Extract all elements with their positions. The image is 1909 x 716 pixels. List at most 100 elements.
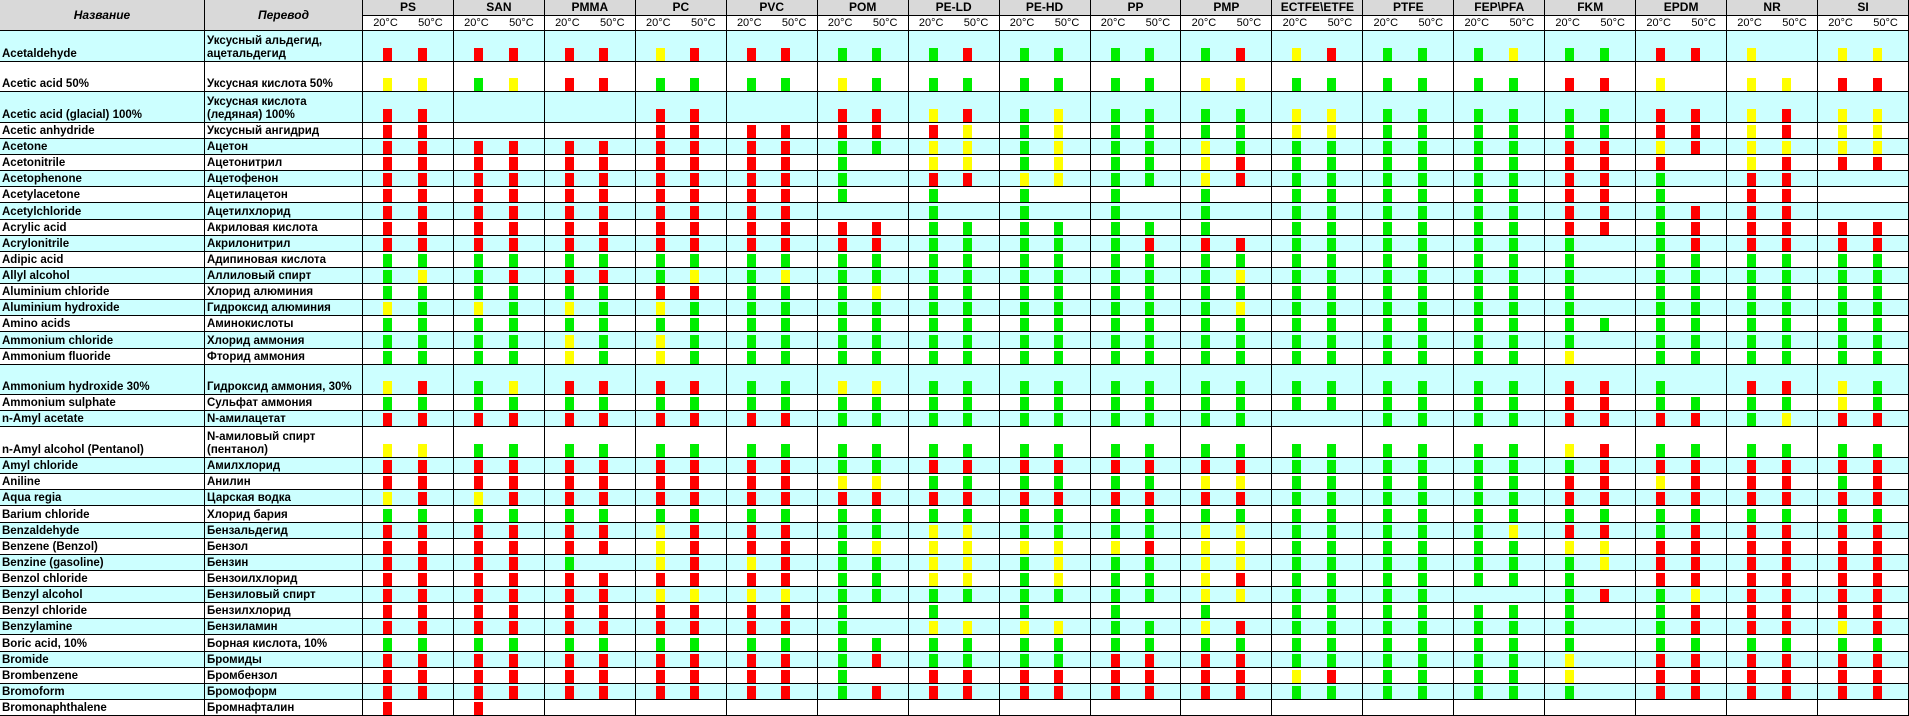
rating-cell [817,171,909,188]
rating-20c-marker [746,189,756,203]
rating-20c-marker [1838,653,1848,667]
rating-50c-marker [1236,237,1246,251]
rating-20c-marker [1656,124,1666,138]
rating-cell [1090,364,1182,396]
rating-cell [635,138,727,156]
rating-50c-marker [1417,492,1427,506]
rating-cell [1363,332,1455,349]
rating-20c-marker [1838,621,1848,635]
rating-50c-marker [1145,492,1155,506]
rating-20c-marker [564,589,574,603]
rating-50c-marker [781,47,791,61]
rating-20c-marker [746,141,756,155]
rating-50c-marker [781,334,791,348]
rating-50c-marker [1872,78,1882,92]
rating-20c-marker [928,381,938,395]
rating-50c-marker [417,556,427,570]
rating-50c-marker [1417,508,1427,522]
rating-cell [1090,554,1182,571]
rating-cell [453,458,545,475]
rating-20c-marker [383,540,392,554]
rating-50c-marker [1236,476,1246,490]
rating-20c-marker [1656,556,1666,570]
rating-50c-marker [1417,189,1427,203]
rating-20c-marker [1747,221,1757,235]
rating-50c-marker [1417,334,1427,348]
rating-cell [999,203,1091,220]
rating-50c-marker [690,253,700,267]
rating-20c-marker [1201,556,1211,570]
rating-20c-marker [1201,653,1211,667]
rating-50c-marker [1781,508,1791,522]
rating-20c-marker [473,701,483,715]
rating-cell [363,138,454,156]
rating-20c-marker [746,556,756,570]
rating-cell [817,427,909,459]
rating-cell [1272,635,1364,652]
rating-cell [544,667,636,684]
rating-20c-marker [1656,637,1666,651]
rating-cell [726,522,818,539]
rating-50c-marker [1417,685,1427,699]
rating-cell [1454,219,1546,236]
rating-20c-marker [928,302,938,316]
rating-50c-marker [599,460,609,474]
rating-cell [999,619,1091,636]
rating-20c-marker [1838,524,1848,538]
rating-cell [453,411,545,428]
rating-cell [1636,332,1728,349]
rating-50c-marker [1781,524,1791,538]
rating-50c-marker [690,540,700,554]
rating-cell [999,603,1091,620]
rating-50c-marker [1417,621,1427,635]
rating-20c-marker [1110,334,1120,348]
rating-cell [726,427,818,459]
rating-50c-marker [1054,78,1064,92]
chemical-name: Bromide [0,651,205,668]
rating-20c-marker [1838,589,1848,603]
rating-cell [363,395,454,412]
rating-cell [1818,474,1909,491]
rating-20c-marker [1838,286,1848,300]
temp-high-label: 50°C [1054,17,1080,29]
temp-high-label: 50°C [690,17,716,29]
rating-cell [999,61,1091,93]
rating-50c-marker [1326,556,1336,570]
rating-20c-marker [655,381,665,395]
rating-20c-marker [1110,605,1120,619]
rating-20c-marker [1474,173,1484,187]
rating-cell [817,31,909,62]
rating-cell [1727,667,1819,684]
rating-20c-marker [655,78,665,92]
rating-50c-marker [1145,653,1155,667]
rating-20c-marker [746,413,756,427]
rating-20c-marker [473,221,483,235]
rating-50c-marker [872,444,882,458]
rating-50c-marker [1054,141,1064,155]
rating-20c-marker [383,621,392,635]
rating-50c-marker [1508,108,1518,122]
rating-50c-marker [1690,318,1700,332]
rating-20c-marker [746,669,756,683]
rating-20c-marker [1656,302,1666,316]
rating-cell [1363,61,1455,93]
rating-50c-marker [1781,413,1791,427]
rating-cell [1636,683,1728,700]
rating-20c-marker [473,334,483,348]
rating-cell [544,332,636,349]
rating-20c-marker [1110,78,1120,92]
rating-cell [635,219,727,236]
rating-20c-marker [1565,124,1575,138]
rating-20c-marker [655,476,665,490]
chemical-translation: Гидроксид алюминия [205,300,363,317]
rating-50c-marker [690,637,700,651]
rating-cell [1454,635,1546,652]
rating-50c-marker [1054,237,1064,251]
rating-20c-marker [1383,189,1393,203]
rating-cell [1818,138,1909,156]
rating-20c-marker [1292,350,1302,364]
rating-cell [363,332,454,349]
rating-cell [1181,458,1273,475]
rating-50c-marker [1690,444,1700,458]
rating-20c-marker [837,397,847,411]
